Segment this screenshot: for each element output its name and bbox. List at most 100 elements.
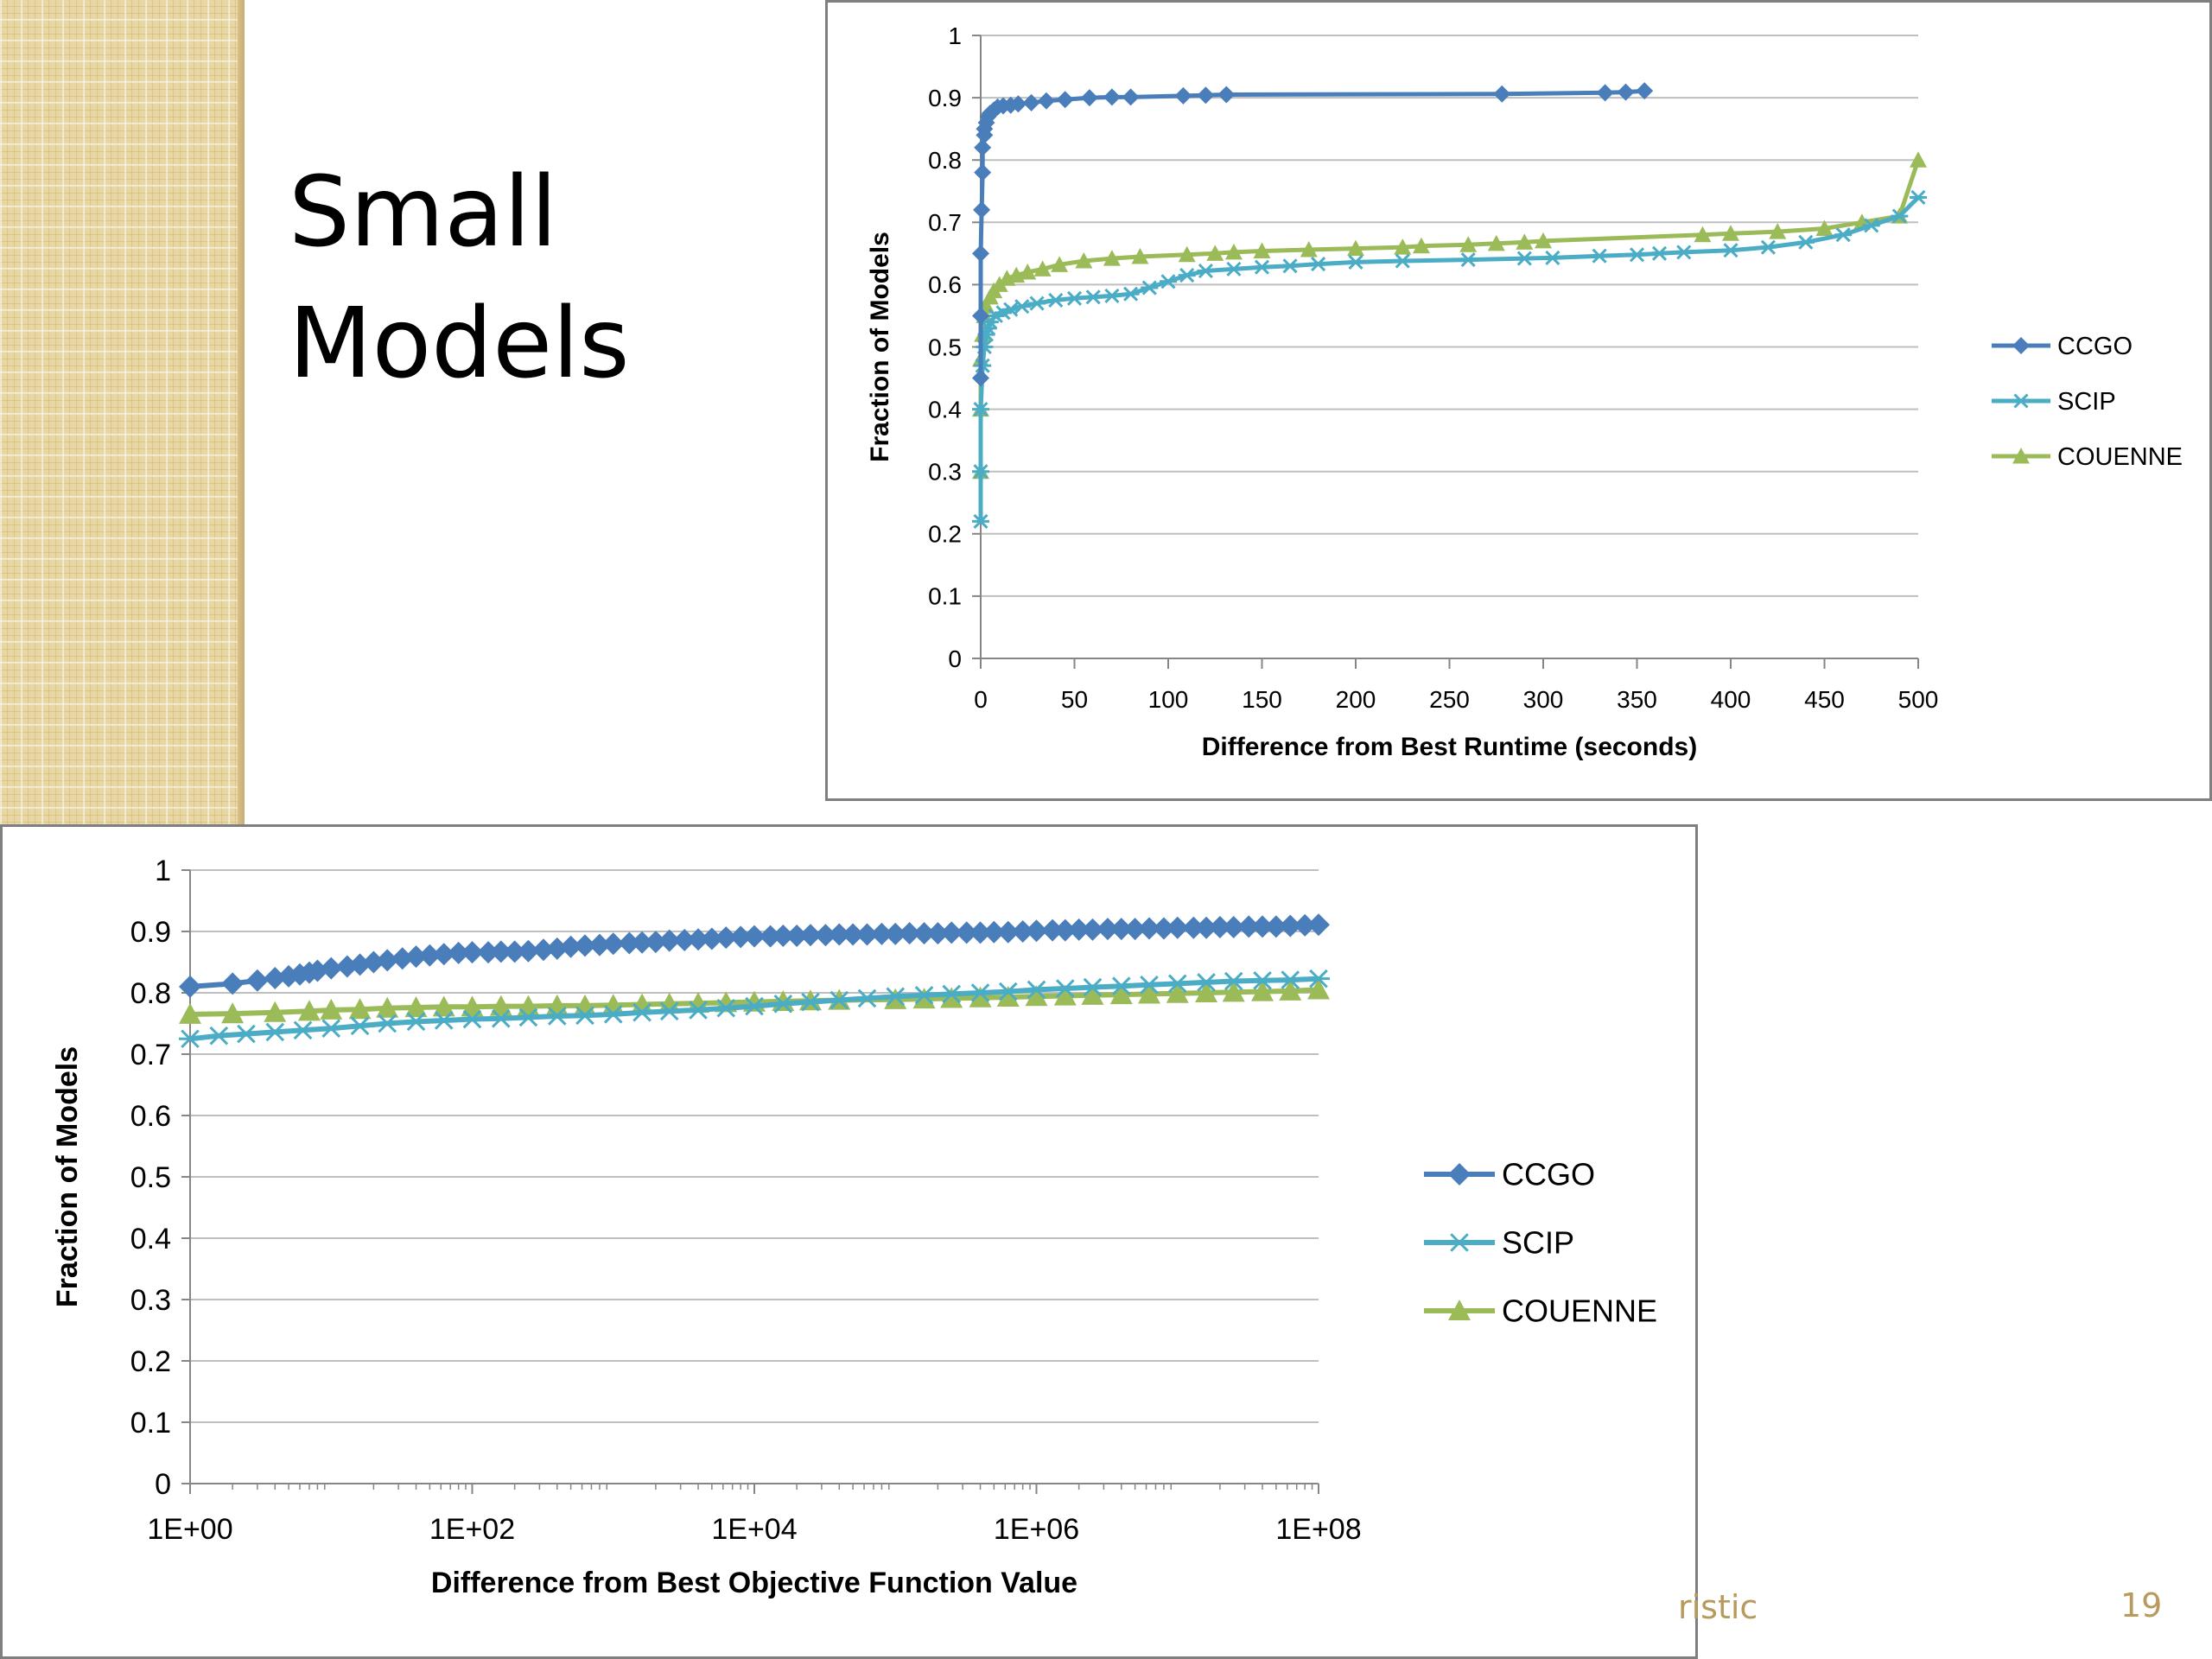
runtime-series-couenne-point: [1019, 263, 1037, 280]
y-tick-label: 0.7: [130, 1039, 171, 1071]
runtime-series-scip-point: [1675, 245, 1693, 260]
runtime-series-ccgo-point: [974, 138, 992, 156]
runtime-series-ccgo-point: [1056, 91, 1074, 109]
y-tick-label: 0: [948, 645, 962, 672]
legend-label: CCGO: [2057, 333, 2133, 360]
runtime-series-scip-point: [1122, 286, 1140, 302]
y-tick-label: 0: [155, 1468, 171, 1501]
legend-marker: [2012, 337, 2030, 354]
objective-series-couenne-point: [631, 993, 654, 1014]
y-tick-label: 1: [155, 855, 171, 887]
legend-marker: [1448, 1163, 1471, 1185]
runtime-series-scip-point: [1722, 243, 1739, 258]
objective-series-ccgo-point: [1025, 919, 1048, 943]
objective-series-scip-point: [517, 1007, 540, 1027]
runtime-series-scip-point: [1001, 302, 1020, 317]
y-tick-label: 0.8: [928, 147, 962, 174]
objective-series-ccgo-point: [404, 945, 428, 969]
objective-series-ccgo-point: [715, 926, 738, 950]
runtime-legend-item-couenne: COUENNE: [1992, 443, 2183, 471]
objective-series-couenne-point: [461, 995, 484, 1017]
footer-text: ristic: [1678, 1588, 1758, 1626]
runtime-series-scip-point: [972, 402, 989, 417]
objective-series-ccgo-point: [335, 955, 359, 978]
objective-series-scip-point: [798, 992, 822, 1012]
objective-series-scip-point: [969, 983, 992, 1002]
objective-series-scip-point: [1195, 973, 1218, 992]
legend-label: COUENNE: [2057, 443, 2183, 471]
runtime-series-couenne-point: [1033, 260, 1052, 276]
objective-series-scip-point: [1053, 979, 1077, 998]
runtime-series-couenne-point: [1694, 226, 1712, 243]
runtime-series-couenne-point: [1051, 256, 1069, 272]
objective-series-scip-point: [489, 1009, 512, 1028]
y-tick-label: 0.8: [130, 977, 171, 1010]
runtime-series-scip-point: [1796, 234, 1815, 250]
x-tick-label: 1E+00: [147, 1513, 232, 1546]
objective-series-ccgo-point: [1041, 918, 1065, 942]
objective-series-ccgo-point: [1123, 918, 1147, 941]
y-tick-label: 0.6: [130, 1100, 171, 1133]
objective-series-couenne-point: [320, 998, 343, 1020]
objective-series-ccgo-point: [531, 938, 555, 962]
objective-series-couenne-point: [404, 996, 428, 1018]
objective-series-scip-point: [348, 1016, 372, 1036]
x-tick-label: 1E+08: [1275, 1513, 1361, 1546]
objective-series-ccgo-point: [1152, 917, 1175, 940]
objective-series-scip-point: [1137, 975, 1160, 995]
runtime-series-scip-point: [1281, 258, 1300, 274]
objective-series-scip-point: [1025, 980, 1048, 1000]
objective-series-scip-point: [828, 990, 851, 1010]
objective-series-couenne-point: [1109, 983, 1133, 1005]
y-tick-label: 0.5: [928, 334, 962, 360]
objective-series-ccgo-point: [785, 924, 809, 947]
objective-series-scip-point: [461, 1009, 484, 1029]
page-number: 19: [2120, 1586, 2163, 1624]
runtime-series-couenne-line: [978, 159, 1921, 472]
objective-series-ccgo-point: [264, 966, 287, 989]
objective-series-couenne-point: [1166, 982, 1189, 1003]
runtime-series-scip-point: [1834, 227, 1853, 243]
y-tick-label: 0.9: [928, 85, 962, 111]
y-tick-label: 0.4: [928, 396, 962, 423]
objective-series-ccgo-point: [1222, 916, 1245, 939]
objective-series-ccgo-point: [517, 939, 540, 963]
objective-series-ccgo-point: [870, 922, 893, 945]
objective-series-ccgo-point: [588, 933, 611, 957]
objective-series-ccgo-point: [673, 928, 696, 951]
runtime-series-couenne-point: [1300, 241, 1318, 257]
objective-series-ccgo-point: [1109, 918, 1133, 941]
objective-series-ccgo-point: [798, 924, 822, 947]
objective-series-ccgo-point: [1251, 915, 1274, 938]
runtime-series-ccgo-point: [1636, 82, 1654, 100]
objective-series-couenne-point: [996, 985, 1020, 1007]
objective-series-ccgo-point: [1294, 913, 1317, 937]
y-tick-label: 0.9: [130, 916, 171, 949]
objective-series-ccgo-point: [348, 953, 372, 976]
runtime-series-couenne-point: [1459, 236, 1478, 252]
runtime-series-scip-point: [1013, 299, 1031, 315]
runtime-series-scip-point: [1459, 251, 1478, 268]
y-axis-title: Fraction of Models: [866, 232, 894, 462]
objective-series-ccgo-point: [573, 934, 596, 957]
objective-series-ccgo-point: [1011, 920, 1034, 943]
x-tick-label: 1E+02: [429, 1513, 515, 1546]
runtime-series-scip-point: [972, 464, 989, 480]
objective-series-ccgo-point: [447, 941, 470, 964]
objective-series-scip-point: [404, 1012, 428, 1032]
x-tick-label: 50: [1061, 686, 1088, 713]
legend-label: SCIP: [2057, 388, 2116, 416]
legend-marker: [1448, 1233, 1471, 1252]
objective-series-ccgo-point: [644, 931, 667, 954]
y-tick-label: 0.1: [130, 1407, 171, 1440]
runtime-series-scip-point: [1650, 245, 1669, 261]
objective-series-scip-point: [687, 1001, 710, 1020]
objective-series-couenne-point: [297, 1000, 321, 1021]
objective-series-ccgo-point: [842, 923, 865, 946]
runtime-series-couenne-point: [1253, 242, 1271, 258]
runtime-legend-item-ccgo: CCGO: [1992, 333, 2133, 360]
objective-series-ccgo-point: [631, 931, 654, 954]
runtime-series-couenne-point: [1516, 233, 1534, 250]
objective-series-ccgo-point: [418, 944, 442, 967]
objective-series-ccgo-point: [179, 975, 201, 998]
